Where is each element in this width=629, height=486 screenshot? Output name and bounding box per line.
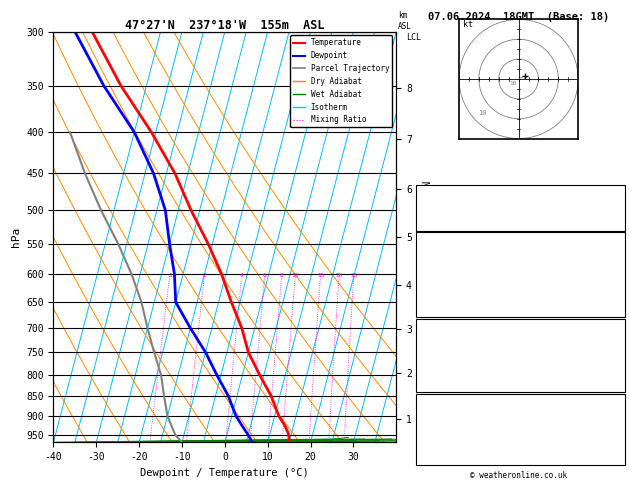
Text: 25: 25 (350, 273, 358, 278)
Text: 292°: 292° (599, 434, 620, 443)
Text: Surface: Surface (502, 241, 539, 250)
Text: 17: 17 (610, 195, 620, 204)
Text: Hodograph: Hodograph (496, 402, 545, 412)
Text: 46: 46 (610, 424, 620, 433)
Legend: Temperature, Dewpoint, Parcel Trajectory, Dry Adiabat, Wet Adiabat, Isotherm, Mi: Temperature, Dewpoint, Parcel Trajectory… (290, 35, 392, 127)
X-axis label: Dewpoint / Temperature (°C): Dewpoint / Temperature (°C) (140, 468, 309, 478)
Text: 34: 34 (610, 205, 620, 214)
Text: LCL: LCL (406, 33, 421, 41)
Text: StmDir: StmDir (421, 434, 453, 443)
Text: 8: 8 (280, 273, 284, 278)
Text: 10: 10 (509, 81, 516, 86)
Text: CAPE (J): CAPE (J) (421, 368, 464, 378)
Text: 299: 299 (604, 272, 620, 281)
Text: 0: 0 (615, 368, 620, 378)
Text: 6.4: 6.4 (604, 262, 620, 271)
Y-axis label: Mixing Ratio (g/kg): Mixing Ratio (g/kg) (418, 181, 428, 293)
Text: 2.26: 2.26 (599, 215, 620, 224)
Text: StmSpd (kt): StmSpd (kt) (421, 443, 480, 452)
Bar (416, 186, 625, 230)
Title: 47°27'N  237°18'W  155m  ASL: 47°27'N 237°18'W 155m ASL (125, 18, 325, 32)
Text: 2: 2 (203, 273, 206, 278)
Bar (416, 319, 625, 392)
Text: Lifted Index: Lifted Index (421, 282, 485, 291)
Text: © weatheronline.co.uk: © weatheronline.co.uk (470, 471, 567, 480)
Text: 07.06.2024  18GMT  (Base: 18): 07.06.2024 18GMT (Base: 18) (428, 12, 610, 22)
Text: 6: 6 (263, 273, 267, 278)
Text: -15: -15 (604, 414, 620, 423)
Text: 9: 9 (615, 253, 620, 261)
Bar (416, 394, 625, 465)
Text: kt: kt (463, 20, 473, 29)
Text: 4: 4 (240, 273, 244, 278)
Text: Lifted Index: Lifted Index (421, 359, 485, 368)
Text: CIN (J): CIN (J) (421, 378, 459, 387)
Text: Pressure (mb): Pressure (mb) (421, 339, 491, 348)
Text: 19: 19 (610, 282, 620, 291)
Text: 7: 7 (615, 359, 620, 368)
Text: 700: 700 (604, 339, 620, 348)
Y-axis label: hPa: hPa (11, 227, 21, 247)
Text: PW (cm): PW (cm) (421, 215, 459, 224)
Text: 15: 15 (317, 273, 325, 278)
Bar (416, 232, 625, 317)
Text: 321: 321 (604, 349, 620, 358)
Text: CIN (J): CIN (J) (421, 301, 459, 310)
Text: 10: 10 (479, 110, 487, 116)
Text: Dewp (°C): Dewp (°C) (421, 262, 469, 271)
Text: km
ASL: km ASL (398, 11, 412, 31)
Text: 10: 10 (292, 273, 299, 278)
Text: 0: 0 (615, 301, 620, 310)
Text: CAPE (J): CAPE (J) (421, 292, 464, 300)
Text: 1: 1 (168, 273, 172, 278)
Text: 0: 0 (615, 292, 620, 300)
Text: θₑ(K): θₑ(K) (421, 272, 448, 281)
Text: K: K (421, 195, 426, 204)
Text: 0: 0 (615, 378, 620, 387)
Text: 20: 20 (335, 273, 343, 278)
Text: Totals Totals: Totals Totals (421, 205, 491, 214)
Text: θₑ (K): θₑ (K) (421, 349, 453, 358)
Text: 15: 15 (610, 443, 620, 452)
Text: Temp (°C): Temp (°C) (421, 253, 469, 261)
Text: Most Unstable: Most Unstable (486, 328, 555, 337)
Text: EH: EH (421, 414, 431, 423)
Text: SREH: SREH (421, 424, 442, 433)
